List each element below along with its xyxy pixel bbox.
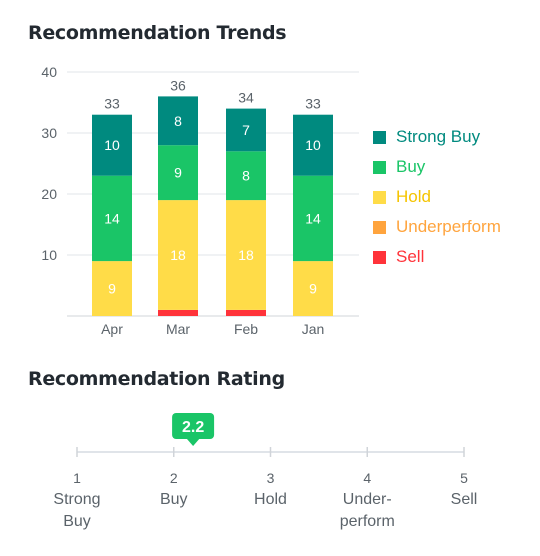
bar-segment-sell [226, 309, 266, 316]
legend-item: Sell [373, 242, 501, 272]
rating-scale-label: Hold [221, 489, 321, 511]
recommendation-trends-chart: 10 20 30 40 9 14 10 33 Apr 18 9 8 36 Mar 18 8 7 34 Feb 9 14 1… [41, 64, 359, 337]
bar-segment-buy [158, 145, 198, 201]
y-tick-label: 30 [41, 125, 57, 141]
bar-total-label: 34 [238, 90, 254, 106]
legend-item: Buy [373, 152, 501, 182]
bar-segment-hold [226, 200, 266, 310]
legend-item: Underperform [373, 212, 501, 242]
rating-scale-label: Strong Buy [27, 489, 127, 533]
y-tick-label: 20 [41, 186, 57, 202]
rating-label-line: Strong [53, 491, 101, 508]
bar-value-label: 18 [170, 247, 186, 263]
bar-segment-sell [158, 309, 198, 316]
x-tick-label: Jan [302, 321, 325, 337]
rating-scale-number: 3 [266, 470, 275, 486]
recommendation-rating-title: Recommendation Rating [28, 368, 285, 390]
recommendation-trends-title: Recommendation Trends [28, 22, 287, 44]
chart-legend: Strong Buy Buy Hold Underperform Sell [373, 122, 501, 272]
rating-marker-pointer [186, 438, 201, 446]
legend-swatch [373, 130, 386, 144]
bar-value-label: 9 [309, 281, 317, 297]
bar-total-label: 33 [104, 96, 120, 112]
legend-item: Hold [373, 182, 501, 212]
bar-segment-strong-buy [92, 114, 132, 176]
legend-swatch [373, 220, 386, 234]
rating-scale-number: 1 [73, 470, 81, 486]
bar-total-label: 33 [305, 96, 321, 112]
rating-value: 2.2 [182, 419, 204, 436]
bar-value-label: 7 [242, 122, 250, 138]
legend-label: Sell [396, 247, 425, 266]
legend-label: Underperform [396, 217, 501, 236]
legend-item: Strong Buy [373, 122, 501, 152]
bar-segment-hold [92, 261, 132, 316]
rating-scale-number: 2 [169, 470, 178, 486]
bar-segment-buy [293, 175, 333, 262]
y-tick-label: 40 [41, 64, 57, 80]
rating-label-line: Under- [342, 491, 392, 508]
bar-segment-buy [92, 175, 132, 262]
legend-label: Hold [396, 187, 431, 206]
rating-marker: 2.2 [172, 413, 215, 446]
x-tick-label: Feb [234, 321, 258, 337]
rating-scale-label: Sell [414, 489, 514, 511]
bar-value-label: 9 [108, 281, 116, 297]
bar-segment-hold [293, 261, 333, 316]
rating-label-line: perform [339, 513, 395, 530]
rating-marker-box [172, 413, 215, 439]
y-tick-label: 10 [41, 247, 57, 263]
rating-label-line: Buy [63, 513, 91, 530]
bar-segment-buy [226, 151, 266, 201]
bar-value-label: 10 [305, 137, 321, 153]
rating-label-line: Sell [450, 491, 478, 508]
x-tick-label: Mar [166, 321, 190, 337]
bar-value-label: 9 [174, 165, 182, 181]
bar-total-label: 36 [170, 77, 186, 93]
bar-segment-strong-buy [158, 96, 198, 146]
legend-label: Buy [396, 157, 426, 176]
x-tick-label: Apr [101, 321, 123, 337]
bar-segment-strong-buy [293, 114, 333, 176]
bar-value-label: 14 [305, 210, 321, 226]
rating-scale-label: Under-perform [317, 489, 417, 533]
bar-segment-strong-buy [226, 108, 266, 152]
bar-value-label: 8 [242, 168, 250, 184]
rating-label-line: Buy [159, 491, 188, 508]
legend-swatch [373, 160, 386, 174]
bar-value-label: 14 [104, 210, 120, 226]
rating-label-line: Hold [254, 491, 287, 508]
bar-value-label: 8 [174, 113, 182, 129]
rating-scale-number: 4 [363, 470, 372, 486]
rating-scale-label: Buy [124, 489, 224, 511]
bar-value-label: 18 [238, 247, 254, 263]
rating-scale-number: 5 [460, 470, 468, 486]
legend-swatch [373, 250, 386, 264]
bar-segment-hold [158, 200, 198, 310]
legend-swatch [373, 190, 386, 204]
bar-value-label: 10 [104, 137, 120, 153]
legend-label: Strong Buy [396, 127, 481, 146]
